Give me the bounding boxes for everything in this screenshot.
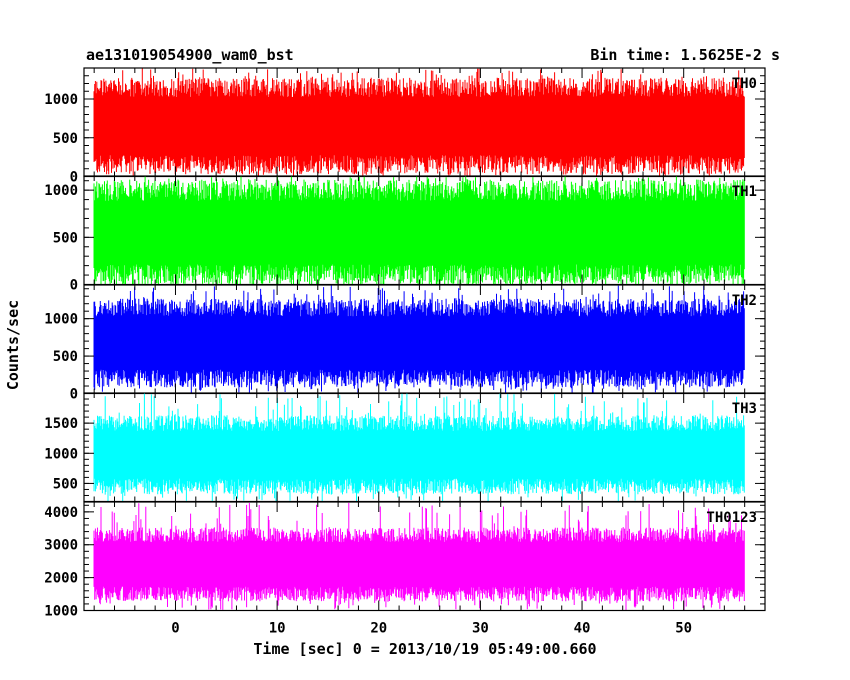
panel-th0: 0 500 1000 TH0	[44, 67, 766, 186]
y-tick-label: 0	[70, 278, 78, 294]
panel-th0123: 1000 2000 3000 4000 TH0123	[44, 501, 766, 620]
x-tick-label: 30	[472, 621, 489, 637]
panel-label: TH1	[732, 184, 757, 200]
series-line-th0	[93, 68, 745, 177]
panel-th3: 500 1000 1500 TH3	[44, 392, 766, 503]
y-tick-label: 1000	[44, 92, 78, 108]
panel-label: TH2	[732, 293, 757, 309]
x-tick-label: 50	[675, 621, 692, 637]
y-tick-label: 1000	[44, 312, 78, 328]
series-line-th2	[93, 285, 745, 394]
y-tick-label: 500	[53, 131, 78, 147]
y-tick-label: 0	[70, 170, 78, 186]
y-tick-label: 1000	[44, 183, 78, 199]
series-line-th3	[93, 393, 745, 502]
x-tick-label: 20	[370, 621, 387, 637]
panel-frame	[83, 501, 766, 612]
y-tick-label: 2000	[44, 571, 78, 587]
panel-label: TH0123	[706, 510, 757, 526]
panel-label: TH0	[732, 76, 757, 92]
y-tick-label: 1500	[44, 416, 78, 432]
y-tick-label: 4000	[44, 505, 78, 521]
x-tick-label: 0	[171, 621, 179, 637]
panel-th2: 0 500 1000 TH2	[44, 284, 766, 403]
y-tick-label: 500	[53, 349, 78, 365]
x-tick-label: 40	[574, 621, 591, 637]
series-line-th0123	[93, 502, 745, 611]
panel-th1: 0 500 1000 TH1	[44, 175, 766, 294]
chart-title: ae131019054900_wam0_bst	[86, 46, 294, 64]
x-axis-label: Time [sec] 0 = 2013/10/19 05:49:00.660	[253, 640, 596, 658]
x-tick-label: 10	[269, 621, 286, 637]
panel-label: TH3	[732, 401, 757, 417]
y-tick-label: 0	[70, 387, 78, 403]
y-tick-label: 1000	[44, 446, 78, 462]
series-line-th1	[93, 176, 745, 285]
y-axis-label: Counts/sec	[4, 300, 22, 390]
y-tick-label: 500	[53, 230, 78, 246]
y-tick-label: 3000	[44, 538, 78, 554]
y-tick-label: 500	[53, 476, 78, 492]
y-tick-label: 1000	[44, 604, 78, 620]
bin-time-label: Bin time: 1.5625E-2 s	[590, 46, 780, 64]
